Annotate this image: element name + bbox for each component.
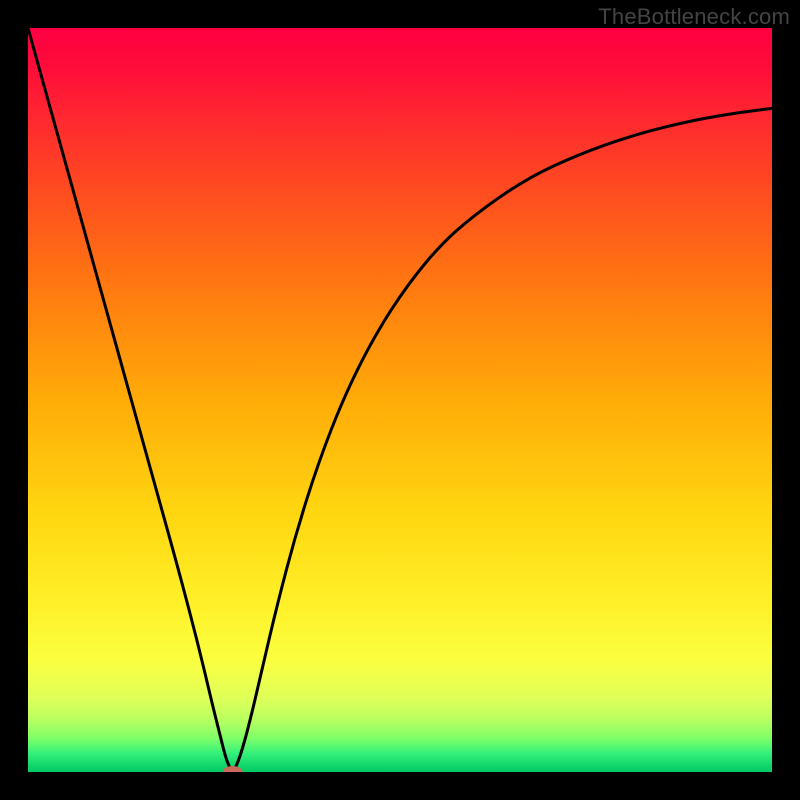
gradient-background: [28, 28, 772, 772]
plot-area: [28, 28, 772, 772]
watermark-text: TheBottleneck.com: [598, 4, 790, 30]
plot-svg: [28, 28, 772, 772]
chart-container: TheBottleneck.com: [0, 0, 800, 800]
